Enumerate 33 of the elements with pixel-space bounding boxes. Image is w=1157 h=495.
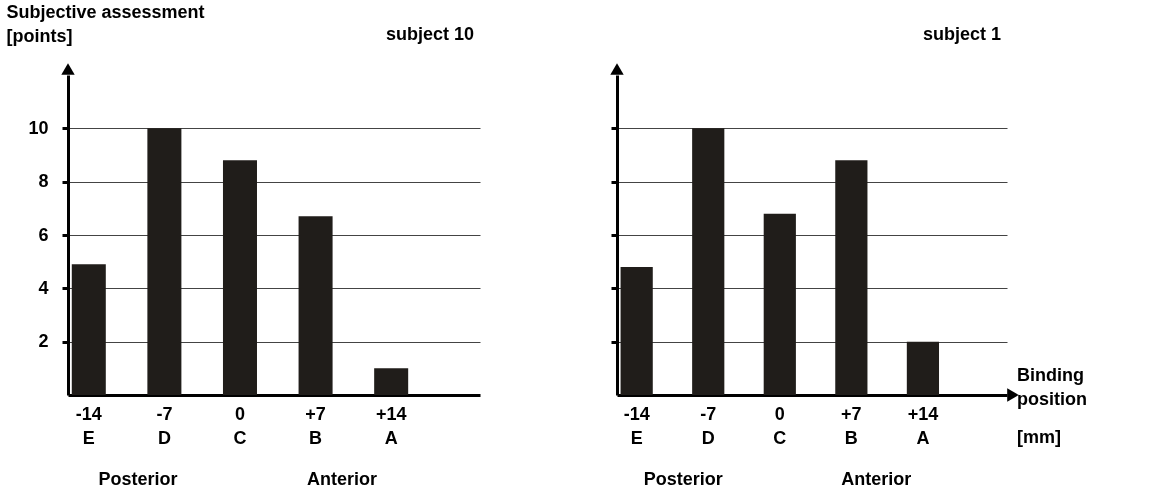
chart-title: subject 10 bbox=[385, 24, 474, 44]
y-tick-label: 6 bbox=[38, 224, 49, 245]
bar bbox=[906, 341, 940, 395]
y-tick-label: 8 bbox=[38, 171, 49, 192]
bar bbox=[71, 264, 106, 395]
x-tick-label: -7 D bbox=[156, 403, 173, 448]
bar bbox=[835, 160, 868, 395]
x-tick-label: +14 A bbox=[375, 403, 407, 448]
text: Anterior bbox=[306, 469, 377, 489]
y-tick-label: 10 bbox=[28, 117, 49, 138]
bar bbox=[620, 267, 653, 395]
bar bbox=[147, 128, 182, 395]
x-tick-label: +7 B bbox=[841, 403, 862, 448]
y-tick-label: 2 bbox=[38, 331, 49, 352]
text: Anterior bbox=[841, 469, 912, 489]
text: Posterior bbox=[98, 469, 178, 489]
chart-title: subject 1 bbox=[922, 24, 1001, 44]
bar bbox=[763, 213, 796, 395]
x-tick-label: -7 D bbox=[700, 403, 717, 448]
bar bbox=[374, 368, 409, 395]
y-axis-title: Subjective assessment [points] bbox=[6, 1, 205, 46]
x-tick-label: +7 B bbox=[305, 403, 326, 448]
x-tick-label: -14 E bbox=[623, 403, 650, 448]
x-axis-title: Binding position [mm] bbox=[1017, 365, 1087, 447]
bar bbox=[298, 216, 333, 395]
bar bbox=[692, 128, 725, 395]
x-tick-label: 0 C bbox=[233, 403, 247, 448]
y-tick-label: 4 bbox=[38, 277, 49, 298]
bar bbox=[222, 160, 257, 395]
x-tick-label: -14 E bbox=[75, 403, 102, 448]
x-tick-label: 0 C bbox=[773, 403, 787, 448]
text: Posterior bbox=[643, 469, 723, 489]
x-tick-label: +14 A bbox=[907, 403, 939, 448]
